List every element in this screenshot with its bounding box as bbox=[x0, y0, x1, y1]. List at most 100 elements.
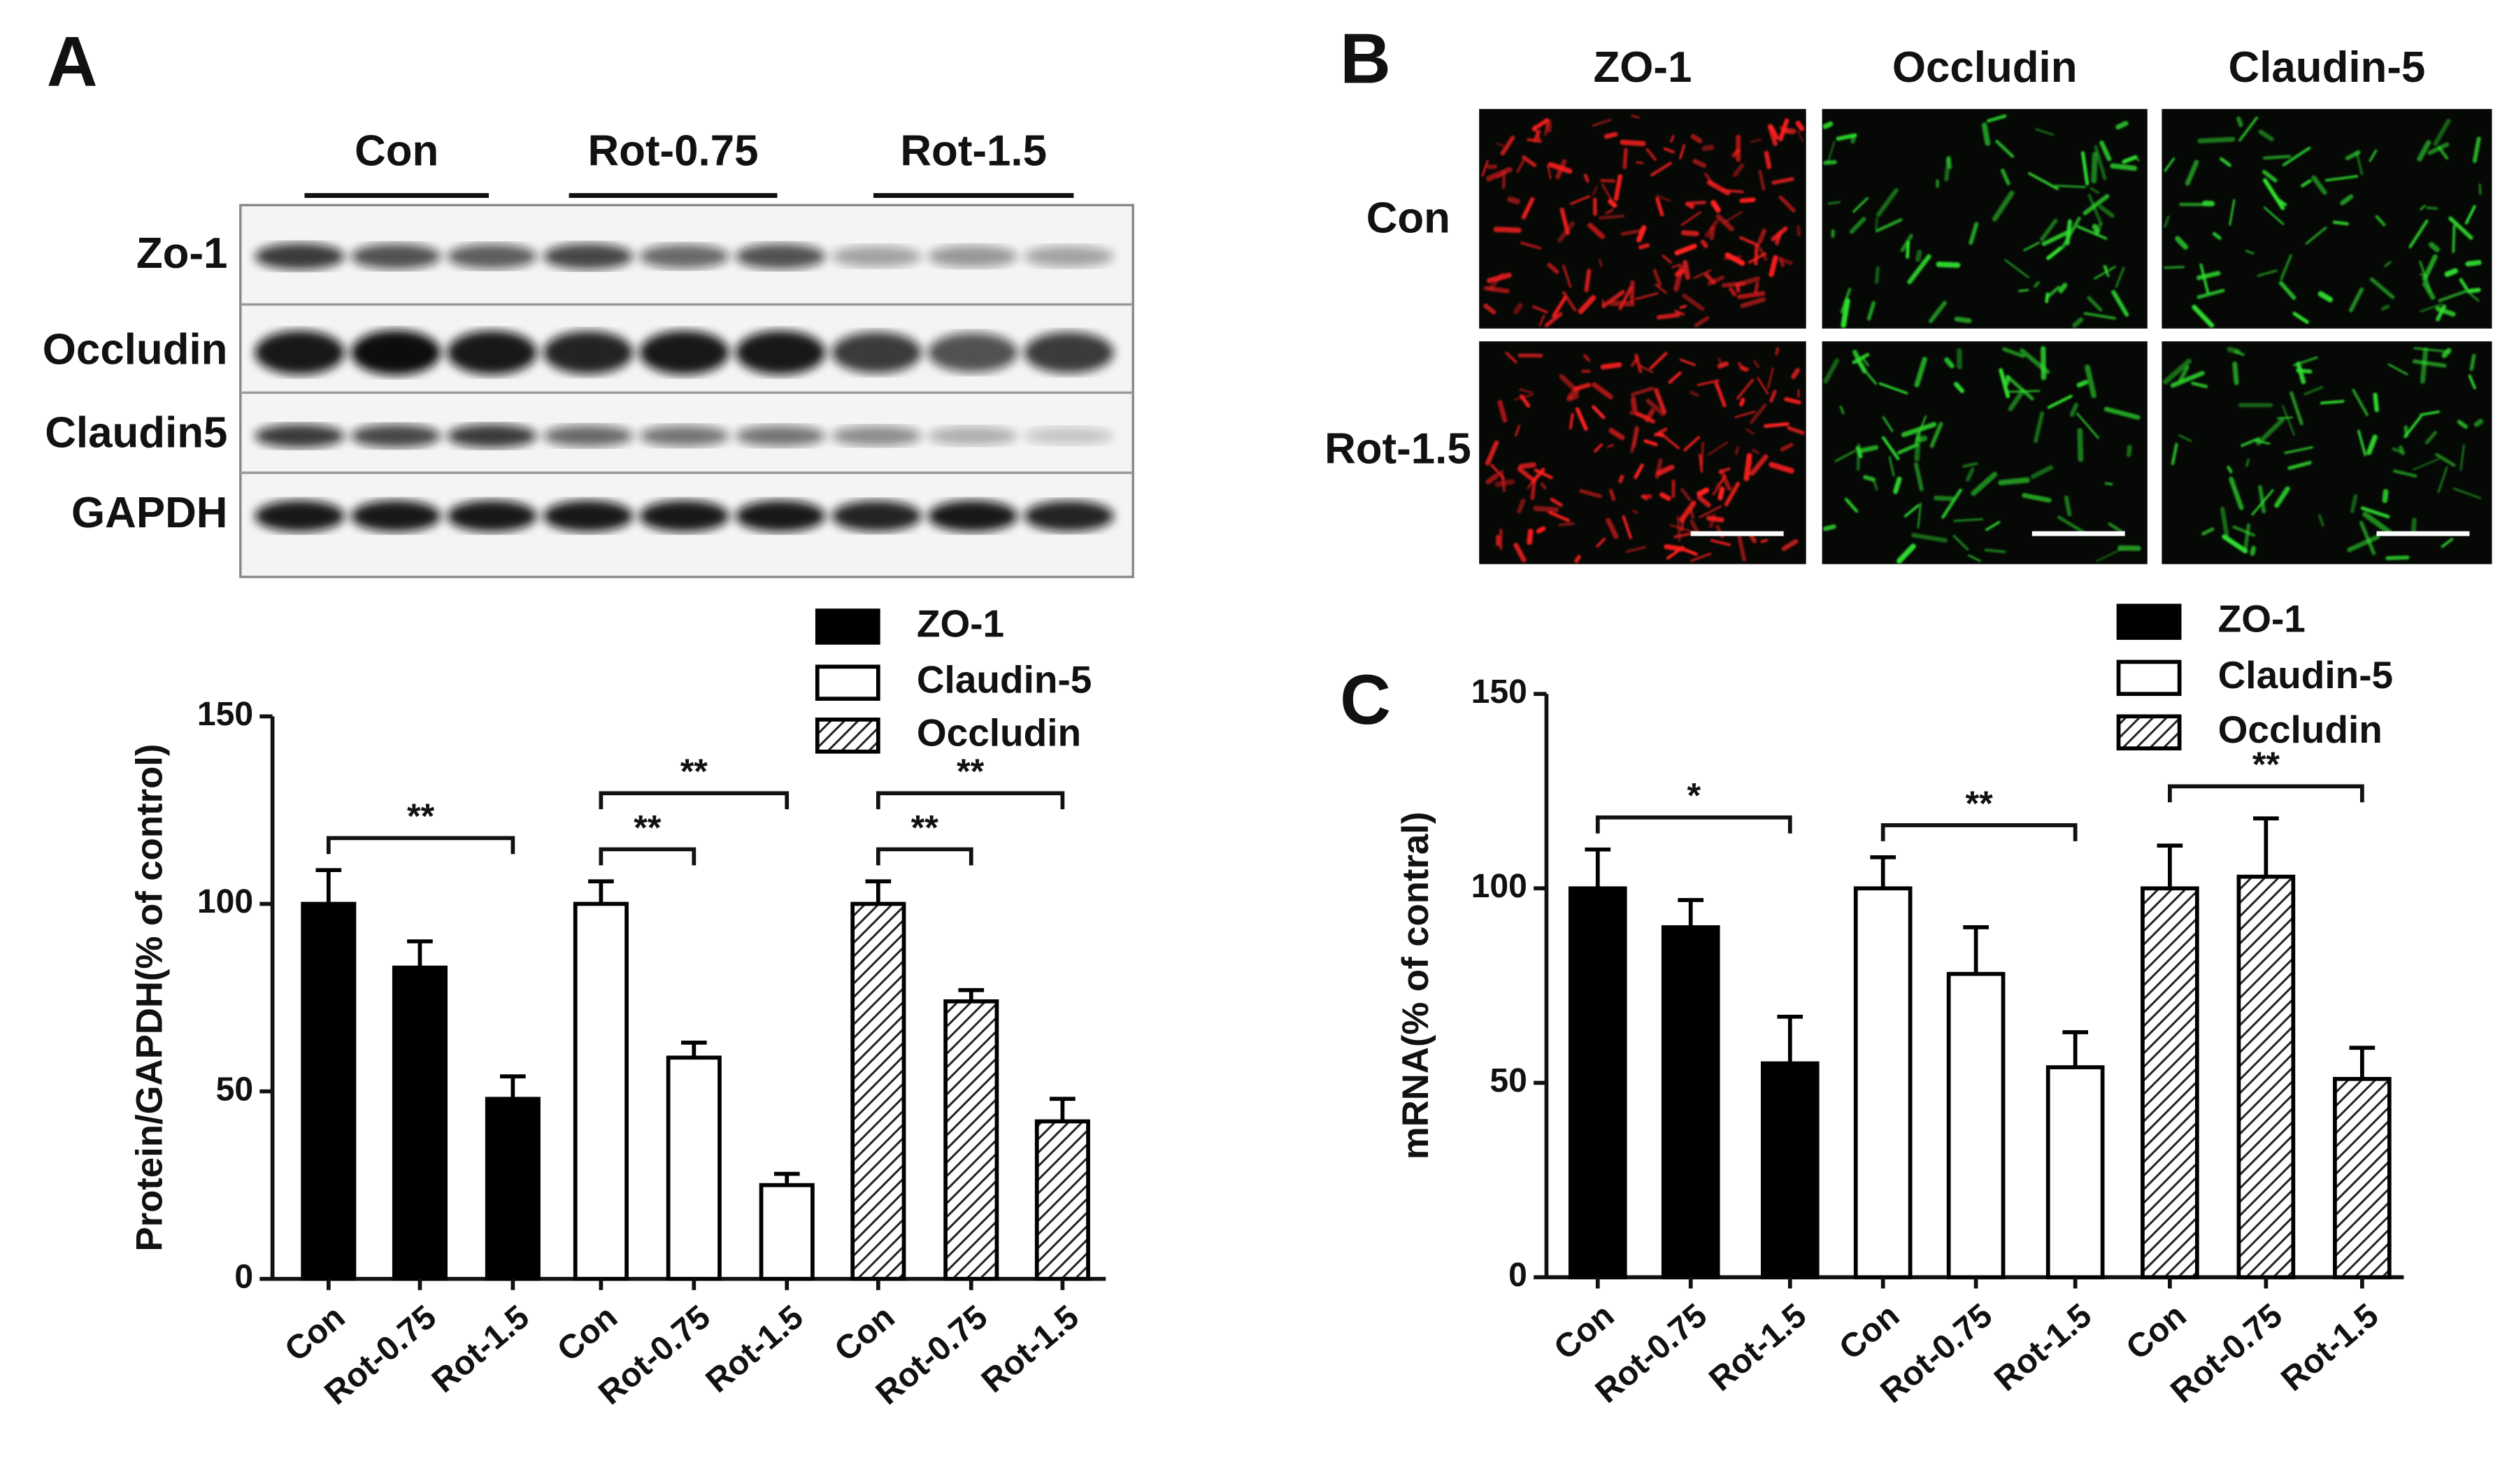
bar bbox=[850, 901, 906, 1281]
if-stroke bbox=[1836, 133, 1857, 141]
if-stroke bbox=[1629, 411, 1650, 419]
if-stroke bbox=[2055, 185, 2086, 188]
if-stroke bbox=[2076, 380, 2089, 388]
if-stroke bbox=[2381, 304, 2390, 311]
y-tick-label: 0 bbox=[1508, 1256, 1527, 1294]
if-stroke bbox=[1689, 390, 1700, 397]
bar bbox=[392, 965, 448, 1281]
if-stroke bbox=[1855, 445, 1863, 459]
bar bbox=[1568, 886, 1627, 1280]
if-stroke bbox=[1781, 538, 1799, 551]
if-stroke bbox=[1533, 506, 1559, 513]
bar bbox=[2141, 886, 2199, 1280]
if-stroke bbox=[2243, 523, 2251, 553]
legend-swatch bbox=[2116, 604, 2182, 640]
blot-group-label: Rot-1.5 bbox=[900, 127, 1047, 175]
legend-label: Occludin bbox=[917, 711, 1081, 754]
if-stroke bbox=[1505, 351, 1517, 364]
if-stroke bbox=[1680, 230, 1699, 236]
if-stroke bbox=[1515, 424, 1520, 437]
if-stroke bbox=[2162, 358, 2192, 385]
if-stroke bbox=[1723, 211, 1743, 224]
if-stroke bbox=[2257, 269, 2278, 277]
if-stroke bbox=[1952, 534, 1969, 551]
if-stroke bbox=[2178, 365, 2190, 383]
if-stroke bbox=[1757, 228, 1767, 244]
if-stroke bbox=[2392, 447, 2403, 454]
if-stroke bbox=[1600, 362, 1622, 370]
if-stroke bbox=[1707, 441, 1729, 456]
if-stroke bbox=[2347, 534, 2380, 552]
if-stroke bbox=[2185, 159, 2199, 186]
if-stroke bbox=[1941, 488, 1962, 519]
if-stroke bbox=[1562, 291, 1577, 312]
if-stroke bbox=[2311, 175, 2327, 195]
if-stroke bbox=[2438, 289, 2470, 303]
if-stroke bbox=[1699, 453, 1703, 473]
if-stroke bbox=[1607, 443, 1614, 448]
if-stroke bbox=[1984, 548, 2006, 553]
if-stroke bbox=[1531, 117, 1550, 131]
if-stroke bbox=[2220, 506, 2229, 537]
if-stroke bbox=[1567, 390, 1576, 399]
if-stroke bbox=[1680, 487, 1692, 501]
if-stroke bbox=[2280, 254, 2292, 281]
if-stroke bbox=[2045, 292, 2050, 304]
x-tick-label: Rot-1.5 bbox=[2274, 1297, 2386, 1399]
if-stroke bbox=[1656, 313, 1681, 320]
if-stroke bbox=[2355, 150, 2364, 176]
if-stroke bbox=[1721, 281, 1745, 288]
if-stroke bbox=[1985, 521, 2001, 531]
if-signal bbox=[1822, 345, 2141, 564]
if-stroke bbox=[1929, 422, 1943, 448]
if-stroke bbox=[2369, 277, 2395, 299]
if-stroke bbox=[2069, 402, 2078, 417]
y-axis-label: Protein/GAPDH(% of control) bbox=[129, 744, 171, 1252]
if-stroke bbox=[1538, 314, 1545, 327]
if-stroke bbox=[2000, 168, 2010, 185]
if-signal bbox=[2164, 116, 2482, 328]
if-stroke bbox=[2318, 514, 2324, 527]
if-stroke bbox=[1769, 255, 1778, 278]
blot-band bbox=[735, 243, 826, 269]
if-stroke bbox=[1520, 394, 1531, 408]
if-stroke bbox=[1603, 131, 1618, 139]
if-stroke bbox=[1592, 118, 1612, 127]
if-stroke bbox=[1550, 497, 1563, 507]
if-stroke bbox=[1849, 217, 1866, 234]
if-stroke bbox=[2258, 485, 2266, 514]
if-stroke bbox=[2417, 140, 2431, 162]
if-stroke bbox=[1638, 364, 1654, 373]
if-stroke bbox=[2411, 518, 2417, 534]
if-stroke bbox=[1936, 262, 1961, 269]
if-stroke bbox=[2090, 187, 2100, 194]
if-stroke bbox=[1875, 266, 1880, 284]
if-stroke bbox=[2061, 216, 2081, 249]
if-stroke bbox=[1666, 545, 1685, 560]
if-stroke bbox=[1779, 126, 1791, 134]
if-stroke bbox=[2222, 534, 2248, 554]
if-stroke bbox=[1876, 187, 1899, 217]
if-stroke bbox=[1928, 301, 1948, 324]
if-stroke bbox=[1583, 173, 1590, 183]
if-stroke bbox=[1823, 358, 1840, 384]
blot-row-label: Occludin bbox=[43, 325, 228, 373]
if-stroke bbox=[2220, 157, 2231, 167]
blot-band bbox=[447, 500, 537, 532]
blot-band bbox=[350, 243, 441, 269]
if-stroke bbox=[2332, 220, 2349, 226]
if-stroke bbox=[1746, 454, 1752, 466]
if-stroke bbox=[1708, 513, 1717, 528]
if-stroke bbox=[1552, 296, 1567, 318]
if-stroke bbox=[1764, 150, 1772, 170]
if-stroke bbox=[1596, 537, 1606, 548]
blot-band bbox=[447, 424, 537, 448]
if-stroke bbox=[1751, 448, 1760, 455]
if-stroke bbox=[2444, 268, 2458, 278]
blot-band bbox=[350, 424, 441, 448]
significance-label: ** bbox=[957, 751, 985, 791]
if-stroke bbox=[2459, 444, 2465, 471]
if-stroke bbox=[2359, 520, 2376, 555]
if-stroke bbox=[2469, 293, 2480, 302]
blot-band bbox=[927, 332, 1018, 373]
